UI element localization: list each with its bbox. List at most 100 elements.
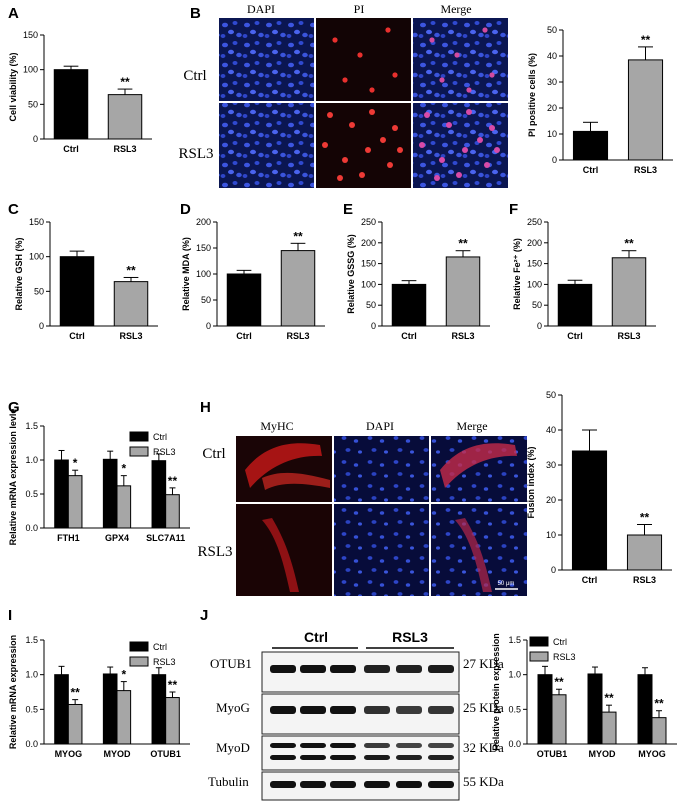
blot-band (300, 743, 326, 748)
x-tick-label: FTH1 (57, 533, 80, 543)
bar (116, 485, 132, 529)
bar (601, 711, 617, 745)
legend-swatch (129, 431, 149, 442)
y-tick-label: 0 (551, 565, 556, 575)
significance-mark: ** (70, 686, 80, 700)
blot-band (300, 706, 326, 714)
y-tick-label: 40 (547, 51, 557, 61)
chart-h: 0 10 20 30 40 50 Fusion index (%) Ctrl RSL3 ** (526, 390, 672, 585)
merge-nucleus (456, 172, 462, 178)
pi-nucleus (342, 77, 348, 83)
pi-nucleus (380, 137, 386, 143)
y-axis-label: Fusion index (%) (526, 446, 536, 518)
chart-g: 0.0 0.5 1.0 1.5 Relative mRNA expression lev… (8, 409, 190, 545)
bar (572, 130, 609, 161)
y-tick-label: 0.0 (25, 739, 38, 749)
x-tick-label: Ctrl (401, 331, 417, 341)
pi-nucleus (369, 87, 375, 93)
y-tick-label: 0 (39, 321, 44, 331)
pi-nucleus (392, 125, 398, 131)
significance-mark: ** (624, 237, 634, 251)
legend-label: RSL3 (153, 447, 176, 457)
blot-band (300, 781, 326, 788)
x-tick-label: MYOG (55, 749, 83, 759)
merge-nucleus (466, 87, 472, 93)
y-tick-label: 0.0 (508, 739, 521, 749)
bar (445, 256, 481, 327)
panel-letter-d: D (180, 201, 191, 218)
x-tick-label: RSL3 (286, 331, 309, 341)
significance-mark: ** (120, 75, 130, 89)
bar (102, 673, 118, 745)
chart-c: 0 50 100 150 Relative GSH (%) Ctrl RSL3 ** (14, 217, 158, 341)
blot-band (396, 665, 422, 673)
legend-label: Ctrl (153, 642, 167, 652)
blot-label-tubulin: Tubulin (208, 774, 249, 789)
significance-mark: * (73, 456, 78, 470)
blot-label-myog: MyoG (216, 700, 250, 715)
y-tick-label: 100 (196, 269, 211, 279)
bar (165, 697, 180, 745)
significance-mark: ** (168, 678, 178, 692)
legend-label: RSL3 (153, 657, 176, 667)
blot-band (364, 665, 390, 673)
y-axis-label: Relative GSSG (%) (346, 234, 356, 314)
merge-nucleus (489, 125, 495, 131)
y-tick-label: 100 (23, 65, 38, 75)
y-tick-label: 0.0 (25, 523, 38, 533)
significance-mark: ** (168, 474, 178, 488)
y-axis-label: Relative Fe²⁺ (%) (512, 238, 522, 310)
merge-nucleus (439, 77, 445, 83)
significance-mark: ** (293, 229, 303, 243)
micro-b-dapi-ctrl (219, 18, 314, 101)
y-axis-label: Cell viability (%) (8, 52, 18, 121)
bar (67, 475, 83, 529)
blot-label-myod: MyoD (216, 740, 250, 755)
blot-band (330, 665, 356, 673)
pi-nucleus (387, 162, 393, 168)
blot-band (396, 755, 422, 760)
legend-label: RSL3 (553, 652, 576, 662)
y-tick-label: 10 (546, 530, 556, 540)
panel-letter-e: E (343, 201, 353, 218)
y-tick-label: 0.5 (508, 704, 521, 714)
x-tick-label: Ctrl (236, 331, 252, 341)
y-tick-label: 30 (547, 77, 557, 87)
y-tick-label: 0 (33, 134, 38, 144)
panel-letter-a: A (8, 5, 19, 22)
y-tick-label: 0 (552, 155, 557, 165)
western-blot-panel-j: Ctrl RSL3 OTUB1 MyoG MyoD Tubulin 27 KDa… (208, 629, 504, 801)
significance-mark: ** (641, 33, 651, 47)
y-tick-label: 50 (547, 25, 557, 35)
pi-nucleus (365, 147, 371, 153)
chart-d: 0 50 100 150 200 Relative MDA (%) Ctrl RSL3 ** (181, 217, 325, 341)
chart-a: 0 50 100 150 Cell viability (%) Ctrl RSL3 ** (8, 30, 152, 154)
micro-b-pi-ctrl (316, 18, 411, 101)
y-tick-label: 250 (527, 217, 542, 227)
bar (59, 256, 95, 327)
micro-b-merge-ctrl (413, 18, 508, 101)
blot-band (428, 781, 454, 788)
pi-nucleus (349, 122, 355, 128)
y-tick-label: 1.5 (25, 635, 38, 645)
chart-i: 0.0 0.5 1.0 1.5 Relative mRNA expression ** MY… (8, 635, 190, 759)
bar (551, 694, 567, 745)
micro-b-col-dapi: DAPI (247, 2, 275, 16)
y-tick-label: 0.5 (25, 489, 38, 499)
y-tick-label: 200 (527, 238, 542, 248)
bar (571, 450, 608, 571)
significance-mark: * (121, 668, 126, 682)
significance-mark: ** (604, 691, 614, 705)
bar (113, 281, 149, 327)
blot-group-ctrl: Ctrl (304, 629, 328, 645)
panel-letter-f: F (509, 201, 518, 218)
y-tick-label: 150 (23, 30, 38, 40)
panel-letter-b: B (190, 5, 201, 22)
pi-nucleus (327, 112, 333, 118)
panel-letter-c: C (8, 201, 19, 218)
pi-nucleus (369, 109, 375, 115)
blot-band (428, 755, 454, 760)
y-tick-label: 50 (546, 390, 556, 400)
blot-band (270, 665, 296, 673)
blot-group-rsl3: RSL3 (392, 629, 428, 645)
